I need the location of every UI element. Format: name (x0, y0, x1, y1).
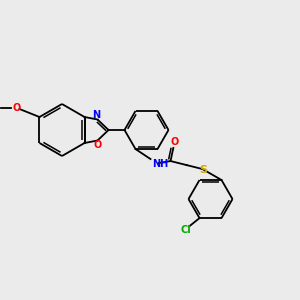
Text: O: O (170, 137, 178, 147)
Text: N: N (92, 110, 101, 119)
Text: S: S (200, 165, 208, 175)
Text: O: O (12, 103, 21, 113)
Text: O: O (93, 140, 102, 151)
Text: NH: NH (152, 159, 169, 169)
Text: Cl: Cl (180, 225, 191, 235)
